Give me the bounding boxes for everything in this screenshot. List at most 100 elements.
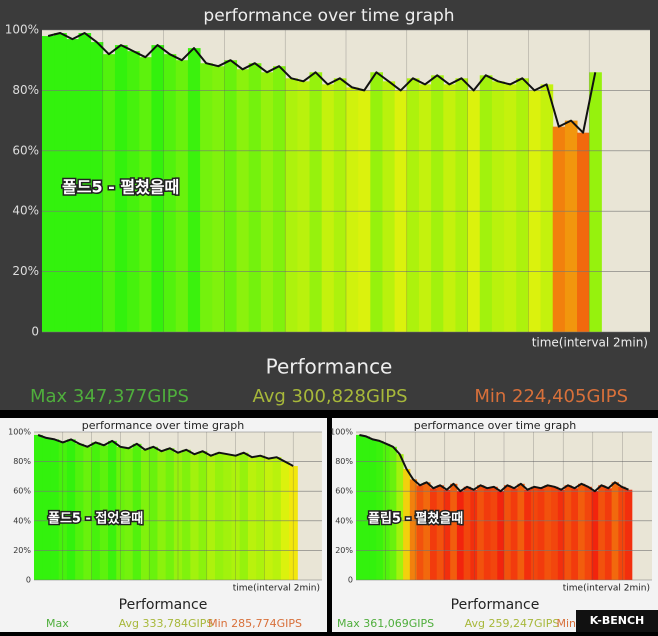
bar: [598, 485, 606, 580]
stat: Avg 259,247GIPS: [465, 617, 560, 630]
bar: [456, 491, 465, 580]
bar: [198, 451, 208, 580]
chart-title: performance over time graph: [203, 6, 454, 26]
y-tick-label: 100%: [8, 428, 31, 437]
x-axis-label: time(interval 2min): [563, 584, 650, 594]
bar: [140, 449, 150, 580]
bar: [557, 489, 566, 580]
chart-title: performance over time graph: [414, 419, 577, 432]
series-line: [37, 434, 294, 467]
bar: [163, 54, 177, 332]
bar: [149, 446, 158, 580]
stat: Min 224,405GIPS: [474, 386, 628, 407]
bar: [91, 442, 101, 580]
stat: Max: [46, 617, 69, 630]
bar: [285, 78, 298, 332]
stat: Avg 333,784GIPS: [119, 617, 214, 630]
bar: [90, 42, 104, 333]
bar: [611, 482, 619, 580]
bar: [552, 126, 566, 332]
bar: [297, 81, 311, 332]
bar: [362, 436, 370, 580]
bar: [260, 72, 274, 332]
bar: [224, 60, 238, 332]
bar: [436, 485, 444, 580]
bar: [470, 489, 478, 580]
bar: [66, 439, 76, 580]
bar: [510, 488, 518, 580]
bar: [370, 72, 383, 332]
bar: [537, 488, 545, 580]
y-tick-label: 40%: [12, 204, 39, 218]
chart-title: performance over time graph: [82, 419, 245, 432]
annotation: 플립5 - 펼쳤을때: [368, 511, 463, 527]
annotation: 폴드5 - 접었을때: [48, 511, 143, 527]
bar: [83, 446, 93, 580]
stat: Min: [556, 617, 576, 630]
y-tick-label: 60%: [13, 487, 31, 496]
bar: [504, 84, 517, 332]
y-tick-label: 40%: [13, 516, 31, 525]
bar: [479, 75, 493, 333]
stat: Min 285,774GIPS: [208, 617, 302, 630]
bar: [524, 489, 532, 580]
bar: [132, 443, 142, 580]
bar: [483, 488, 492, 580]
logo: K-BENCH: [590, 614, 645, 627]
bar: [389, 446, 397, 580]
series-line: [47, 32, 597, 134]
bar: [477, 485, 485, 580]
stat: Max 347,377GIPS: [30, 386, 189, 407]
y-tick-label: 80%: [13, 457, 31, 466]
bar: [321, 84, 335, 332]
bar: [42, 36, 55, 332]
bar: [577, 132, 590, 332]
bar: [591, 491, 599, 580]
bar: [504, 485, 512, 580]
bar: [54, 33, 67, 333]
bar: [443, 84, 456, 332]
y-tick-label: 80%: [335, 457, 353, 466]
logo-bg: [576, 610, 658, 632]
bar: [127, 51, 140, 332]
bar: [247, 457, 257, 580]
bar: [206, 455, 216, 580]
bar: [236, 69, 250, 332]
bar: [618, 486, 626, 580]
bar: [346, 87, 359, 332]
heading: Performance: [451, 597, 540, 613]
x-axis-label: time(interval 2min): [233, 584, 320, 594]
bar: [540, 84, 554, 332]
y-tick-label: 20%: [335, 546, 353, 555]
bar: [571, 488, 579, 580]
y-tick-label: 0: [26, 576, 31, 585]
bar: [187, 48, 201, 333]
bar: [564, 120, 578, 332]
bar: [256, 455, 265, 580]
annotation: 폴드5 - 펼쳤을때: [62, 178, 179, 197]
bar: [517, 483, 525, 580]
bar: [248, 63, 262, 332]
bar: [356, 434, 364, 580]
bar: [182, 449, 191, 580]
y-tick-label: 0: [348, 576, 353, 585]
bar: [200, 63, 213, 332]
bar: [497, 491, 505, 580]
bar: [99, 445, 109, 580]
bar: [450, 483, 458, 580]
bar: [102, 54, 116, 332]
bar: [212, 66, 225, 333]
bar: [564, 485, 572, 580]
y-tick-label: 100%: [330, 428, 353, 437]
bar: [50, 439, 60, 580]
bar: [272, 457, 282, 580]
bar: [264, 458, 274, 580]
bar: [516, 78, 529, 332]
bar: [309, 72, 323, 332]
bar: [108, 440, 117, 580]
series-line: [359, 434, 629, 493]
stat: Max 361,069GIPS: [337, 617, 434, 630]
bar: [190, 454, 200, 580]
